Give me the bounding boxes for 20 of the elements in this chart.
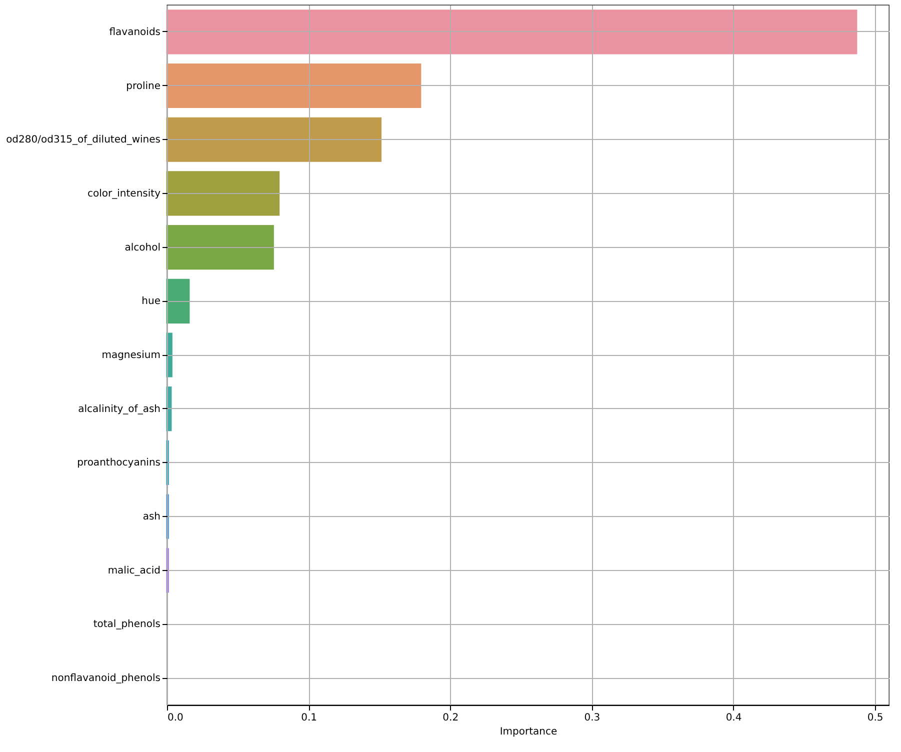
x-tick-label: 0.0 [168,712,184,724]
y-tick-label: magnesium [102,350,160,361]
y-tick-label: color_intensity [88,188,161,200]
y-tick-label: flavanoids [109,26,160,38]
y-tick-label: malic_acid [108,565,160,576]
x-tick-label: 0.4 [726,712,742,724]
x-tick-label: 0.2 [442,712,459,724]
y-tick-label: alcohol [124,242,160,254]
x-tick-label: 0.3 [584,712,600,724]
y-tick-label: ash [142,512,160,523]
y-tick-label: od280/od315_of_diluted_wines [6,134,160,146]
y-tick-label: proanthocyanins [77,458,160,469]
y-tick-label: alcalinity_of_ash [78,404,160,415]
x-tick-label: 0.1 [301,712,318,724]
y-tick-label: nonflavanoid_phenols [51,673,160,684]
x-axis-title: Importance [500,726,558,738]
y-tick-label: total_phenols [93,619,160,630]
x-tick-label: 0.5 [867,712,884,724]
y-tick-label: proline [126,80,160,92]
y-tick-label: hue [142,296,160,308]
